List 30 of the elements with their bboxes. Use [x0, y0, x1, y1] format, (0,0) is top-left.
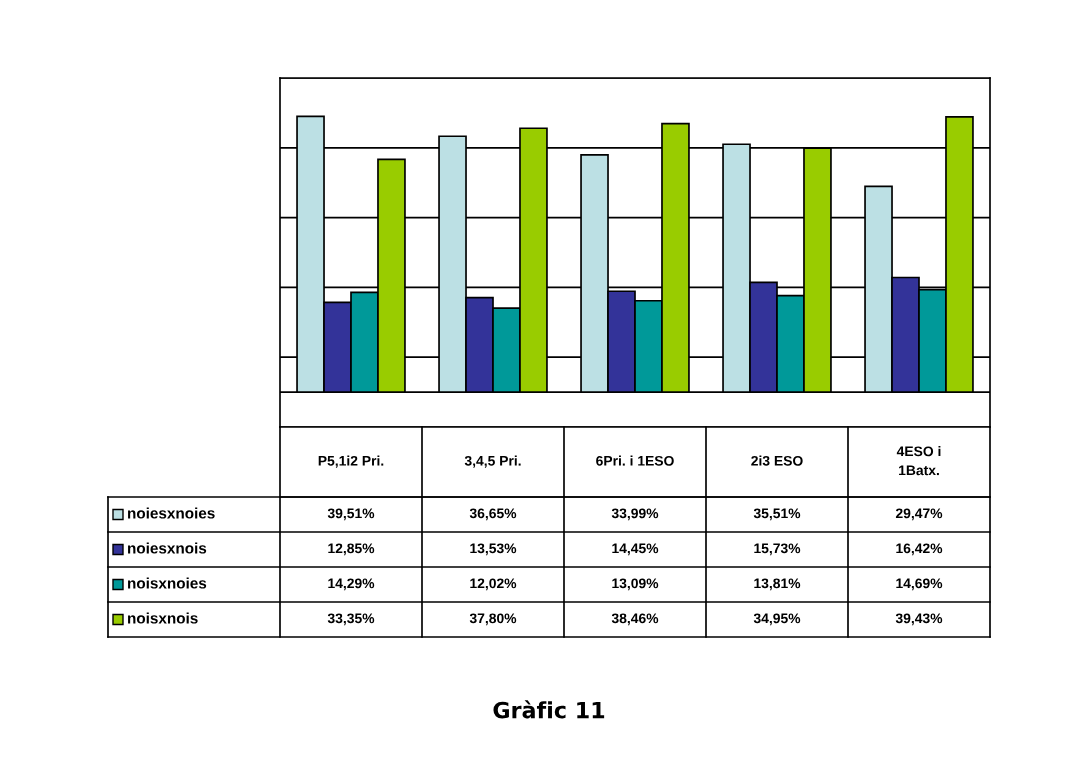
data-label: 13,81%	[754, 578, 801, 591]
legend-label: noiesxnoies	[128, 507, 215, 519]
legend-label: noisxnois	[128, 612, 198, 624]
text: Gràfic 11	[493, 700, 605, 719]
data-label: 16,42%	[896, 543, 943, 556]
legend-label: noiesxnois	[128, 542, 207, 554]
data-label: 15,73%	[754, 543, 801, 556]
x-tick-label: 6Pri. i 1ESO	[596, 455, 674, 466]
data-label: 12,85%	[328, 543, 375, 556]
data-label: 14,45%	[612, 543, 659, 556]
data-label: 39,51%	[327, 508, 375, 521]
data-label: 13,09%	[612, 578, 659, 591]
legend-label: noisxnoies	[128, 577, 207, 589]
x-tick-label: 4ESO i 1Batx.	[896, 446, 941, 476]
x-tick-label: 2i3 ESO	[751, 455, 803, 466]
data-label: 33,35%	[327, 613, 375, 626]
data-label: 39,43%	[895, 613, 943, 626]
data-label: 14,29%	[328, 578, 375, 591]
x-tick-label: 3,4,5 Pri.	[464, 455, 521, 468]
data-label: 37,80%	[469, 613, 517, 626]
x-tick-label: P5,1i2 Pri.	[318, 455, 384, 468]
data-label: 38,46%	[611, 613, 659, 626]
data-label: 29,47%	[895, 508, 943, 521]
data-label: 35,51%	[753, 508, 801, 521]
data-label: 13,53%	[470, 543, 517, 556]
data-label: 14,69%	[896, 578, 943, 591]
data-label: 33,99%	[611, 508, 659, 521]
data-label: 12,02%	[470, 578, 517, 591]
data-label: 34,95%	[753, 613, 801, 626]
data-label: 36,65%	[469, 508, 517, 521]
